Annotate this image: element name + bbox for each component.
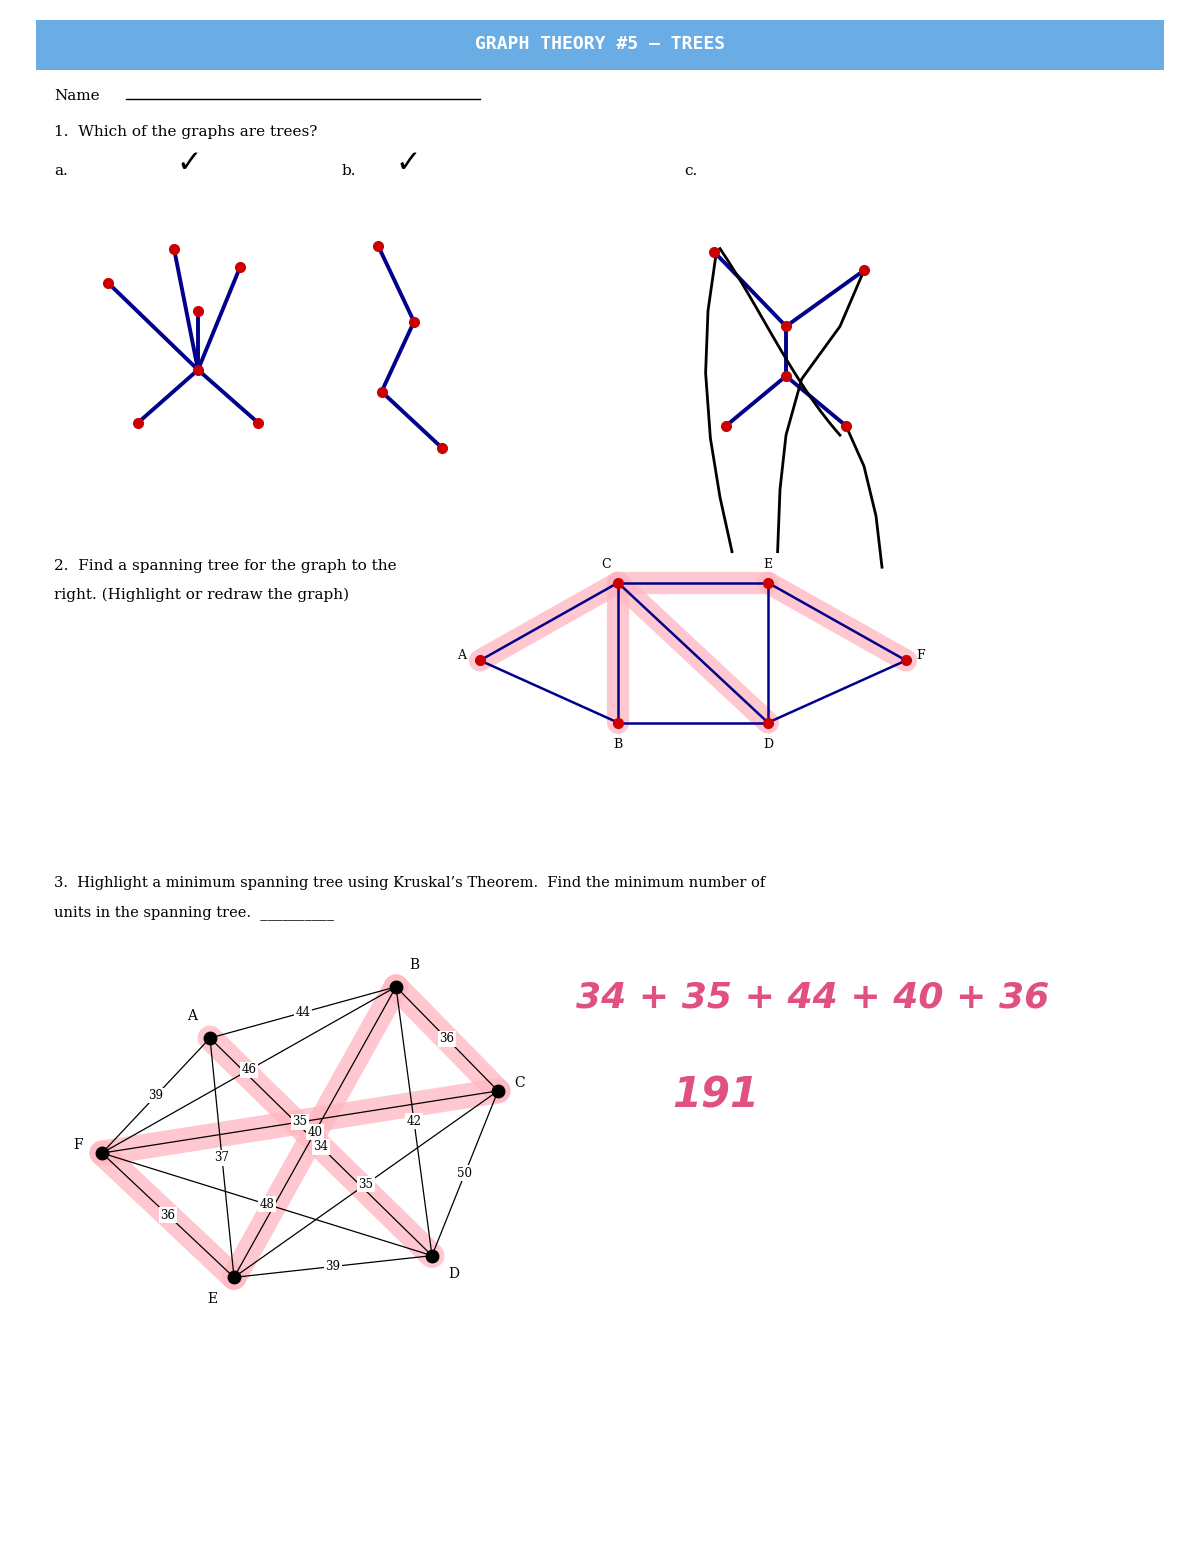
Text: 40: 40 <box>307 1125 323 1139</box>
Text: ✓: ✓ <box>176 149 203 177</box>
Text: 34 + 35 + 44 + 40 + 36: 34 + 35 + 44 + 40 + 36 <box>576 981 1049 1015</box>
Text: B: B <box>409 957 419 973</box>
Text: 35: 35 <box>359 1178 373 1190</box>
Text: C: C <box>601 558 611 570</box>
Text: 44: 44 <box>295 1005 311 1019</box>
Text: E: E <box>763 558 773 570</box>
Text: E: E <box>208 1291 217 1307</box>
Text: 48: 48 <box>259 1198 275 1211</box>
Text: GRAPH THEORY #5 – TREES: GRAPH THEORY #5 – TREES <box>475 36 725 53</box>
Text: 36: 36 <box>439 1032 455 1046</box>
Text: F: F <box>916 650 925 662</box>
Text: A: A <box>187 1009 197 1024</box>
Text: 39: 39 <box>149 1089 163 1102</box>
Text: a.: a. <box>54 163 67 179</box>
Text: 3.  Highlight a minimum spanning tree using Kruskal’s Theorem.  Find the minimum: 3. Highlight a minimum spanning tree usi… <box>54 875 766 890</box>
Text: ✓: ✓ <box>395 149 421 177</box>
Text: 50: 50 <box>457 1167 473 1179</box>
Text: 42: 42 <box>407 1114 421 1128</box>
Text: units in the spanning tree.  __________: units in the spanning tree. __________ <box>54 904 334 920</box>
Text: 1.  Which of the graphs are trees?: 1. Which of the graphs are trees? <box>54 124 317 140</box>
Text: c.: c. <box>684 163 697 179</box>
Text: 191: 191 <box>672 1074 760 1117</box>
Text: Name: Name <box>54 89 100 104</box>
Text: 2.  Find a spanning tree for the graph to the: 2. Find a spanning tree for the graph to… <box>54 558 397 573</box>
Text: D: D <box>448 1267 460 1282</box>
Text: right. (Highlight or redraw the graph): right. (Highlight or redraw the graph) <box>54 587 349 603</box>
Text: 46: 46 <box>241 1063 257 1077</box>
Text: A: A <box>457 650 467 662</box>
Text: B: B <box>613 738 623 751</box>
Text: b.: b. <box>342 163 356 179</box>
Text: 35: 35 <box>293 1116 307 1128</box>
FancyBboxPatch shape <box>36 20 1164 70</box>
Text: F: F <box>73 1138 83 1153</box>
Text: C: C <box>515 1075 524 1091</box>
Text: 37: 37 <box>215 1152 229 1164</box>
Text: 34: 34 <box>313 1141 329 1153</box>
Text: D: D <box>763 738 773 751</box>
Text: 39: 39 <box>325 1260 341 1273</box>
Text: 36: 36 <box>161 1209 175 1221</box>
